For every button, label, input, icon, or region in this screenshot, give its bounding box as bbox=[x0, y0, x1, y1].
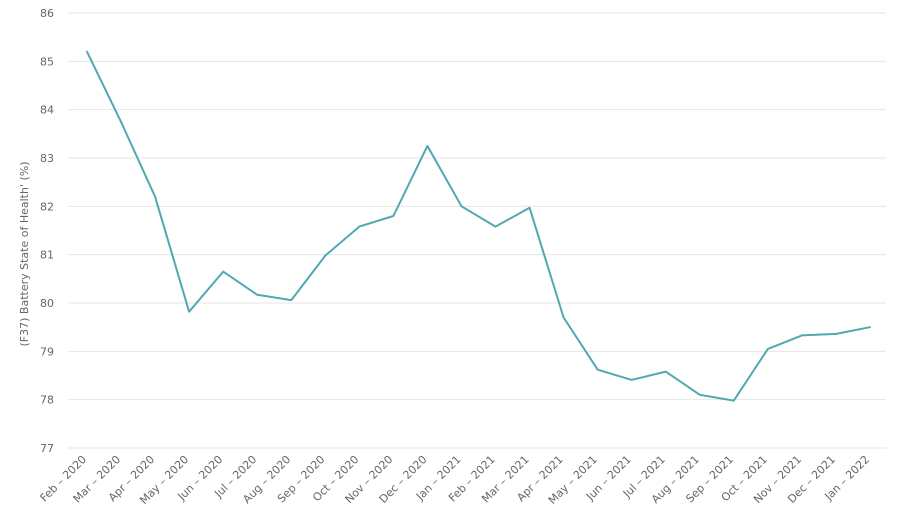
y-tick-label: 86 bbox=[40, 7, 54, 20]
y-tick-label: 85 bbox=[40, 55, 54, 68]
y-tick-label: 80 bbox=[40, 297, 54, 310]
y-axis-ticks: 77 78 79 80 81 82 83 84 85 86 bbox=[40, 7, 54, 455]
y-tick-label: 78 bbox=[40, 394, 54, 407]
y-tick-label: 82 bbox=[40, 200, 54, 213]
gridlines bbox=[68, 12, 886, 449]
y-tick-label: 84 bbox=[40, 104, 54, 117]
y-tick-label: 79 bbox=[40, 345, 54, 358]
series-line bbox=[86, 50, 871, 402]
y-tick-label: 83 bbox=[40, 152, 54, 165]
y-axis-title: (F37) Battery State of Health' (%) bbox=[18, 161, 31, 346]
y-tick-label: 81 bbox=[40, 249, 54, 262]
y-tick-label: 77 bbox=[40, 442, 54, 455]
